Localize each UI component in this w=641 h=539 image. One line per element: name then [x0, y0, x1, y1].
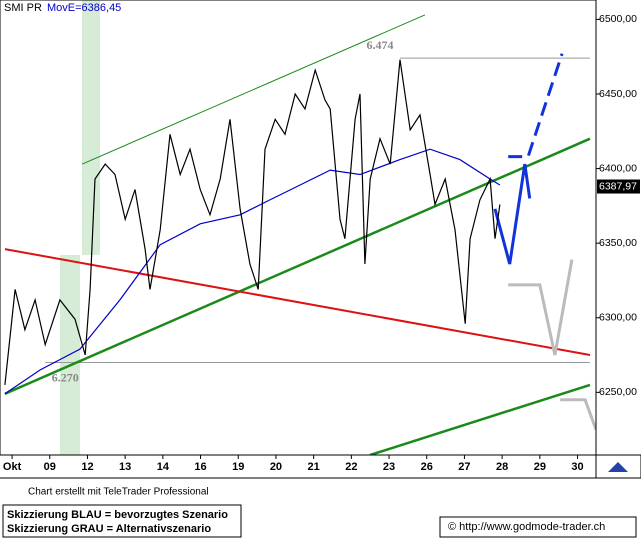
trend-line — [4, 248, 591, 356]
trend-line — [560, 398, 596, 431]
y-tick-label: 6450,00 — [599, 88, 637, 100]
x-tick-label: Okt — [3, 461, 22, 473]
last-price-label: 6387,97 — [599, 180, 637, 192]
x-tick-label: 13 — [119, 461, 131, 473]
x-tick-label: 22 — [345, 461, 357, 473]
x-tick-label: 30 — [571, 461, 583, 473]
y-tick-label: 6250,00 — [599, 386, 637, 398]
x-tick-label: 23 — [383, 461, 395, 473]
x-tick-label: 21 — [308, 461, 320, 473]
trend-line — [369, 383, 591, 455]
trend-line — [508, 259, 574, 356]
corner-icon — [608, 462, 628, 472]
series-line — [4, 148, 501, 395]
copyright-box — [439, 516, 637, 538]
note: Skizzierung GRAU = Alternativszenario — [7, 523, 211, 535]
y-tick-label: 6350,00 — [599, 237, 637, 249]
plot-frame — [0, 0, 597, 456]
x-tick-label: 26 — [421, 461, 433, 473]
footer: Chart erstellt mit TeleTrader Profession… — [28, 487, 209, 498]
x-tick-label: 27 — [458, 461, 470, 473]
legend-entry: MovE=6386,45 — [47, 2, 121, 14]
x-tick-label: 12 — [81, 461, 93, 473]
reference-label: 6.270 — [52, 370, 79, 384]
x-tick-label: 19 — [232, 461, 244, 473]
y-tick-label: 6400,00 — [599, 162, 637, 174]
title: SMI PR — [4, 2, 42, 14]
x-tick-label: 28 — [496, 461, 508, 473]
x-tick-label: 20 — [270, 461, 282, 473]
last-price-box — [597, 179, 640, 194]
trend-line — [82, 14, 426, 165]
y-tick-label: 6300,00 — [599, 312, 637, 324]
y-tick-label: 6500,00 — [599, 13, 637, 25]
highlight-band — [60, 255, 80, 455]
x-tick-label: 14 — [157, 461, 170, 473]
trend-line — [508, 53, 564, 159]
series-line — [4, 59, 501, 385]
highlight-band — [82, 0, 100, 255]
trend-line — [4, 137, 591, 395]
x-tick-label: 16 — [194, 461, 206, 473]
copyright: © http://www.godmode-trader.ch — [448, 521, 605, 533]
x-tick-label: 29 — [534, 461, 546, 473]
note-box — [2, 504, 242, 538]
x-tick-label: 09 — [44, 461, 56, 473]
note: Skizzierung BLAU = bevorzugtes Szenario — [7, 509, 228, 521]
trend-line — [493, 163, 532, 265]
reference-label: 6.474 — [366, 38, 393, 52]
